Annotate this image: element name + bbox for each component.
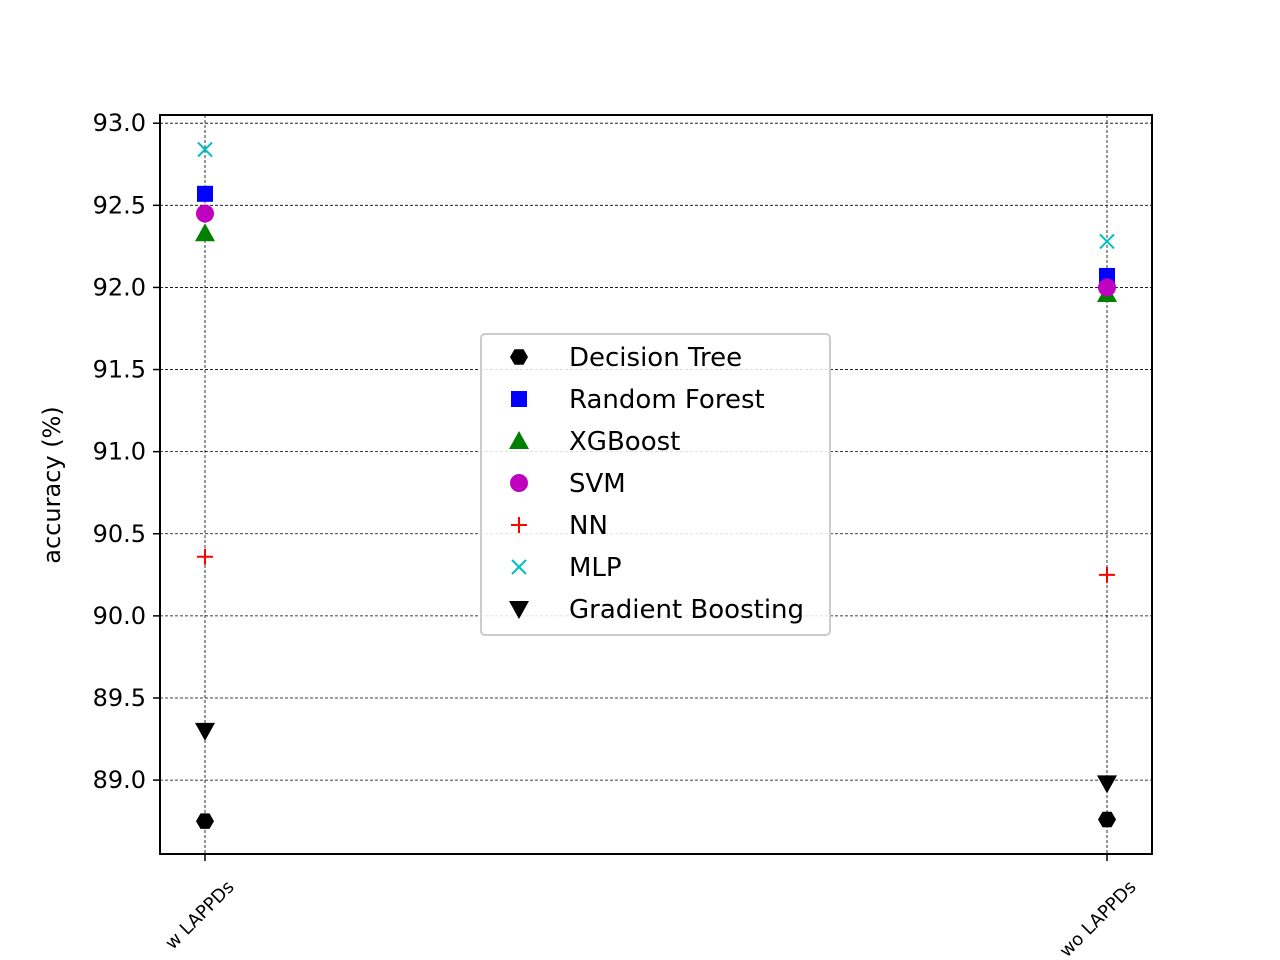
- x-tick-label: wo LAPPDs: [1056, 877, 1141, 960]
- y-tick-label: 91.5: [93, 356, 146, 384]
- legend-label: Decision Tree: [569, 343, 742, 373]
- decision-tree-point: [1098, 811, 1116, 828]
- y-tick-label: 90.5: [93, 520, 146, 548]
- legend-marker: [511, 517, 527, 533]
- y-tick-label: 93.0: [93, 109, 146, 137]
- nn-point: [197, 548, 213, 565]
- y-tick-label: 92.0: [93, 273, 146, 301]
- legend-label: MLP: [569, 553, 622, 583]
- legend-box: [480, 333, 831, 636]
- data-points: [195, 141, 1117, 829]
- nn-point: [1099, 566, 1115, 583]
- xgboost-point: [195, 223, 215, 242]
- legend-marker: [510, 474, 528, 492]
- y-tick-label: 92.5: [93, 191, 146, 219]
- legend: Decision Tree Random Forest XGBoost SVM NN ML…: [480, 333, 831, 636]
- legend-label: XGBoost: [569, 427, 680, 457]
- mlp-point: [197, 141, 213, 158]
- plot-frame: [159, 114, 1153, 855]
- svm-point: [1098, 278, 1116, 297]
- legend-label: SVM: [569, 469, 626, 499]
- legend-label: NN: [569, 511, 608, 541]
- legend-marker: [511, 391, 527, 407]
- gradient-boosting-point: [195, 722, 215, 741]
- y-tick-label: 91.0: [93, 438, 146, 466]
- legend-label: Random Forest: [569, 385, 765, 415]
- decision-tree-point: [196, 813, 214, 829]
- legend-marker: [509, 601, 529, 619]
- x-tick-label: w LAPPDs: [161, 877, 238, 954]
- y-tick-label: 89.5: [93, 684, 146, 712]
- gradient-boosting-point: [1097, 775, 1117, 794]
- legend-marker: [511, 559, 527, 575]
- y-axis-label: accuracy (%): [38, 406, 66, 563]
- y-tick-label: 90.0: [93, 602, 146, 630]
- y-tick-label: 89.0: [93, 766, 146, 794]
- legend-label: Gradient Boosting: [569, 595, 804, 625]
- random-forest-point: [197, 185, 213, 202]
- mlp-point: [1099, 233, 1115, 250]
- legend-marker: [510, 349, 528, 365]
- legend-marker: [509, 431, 529, 449]
- svm-point: [196, 204, 214, 223]
